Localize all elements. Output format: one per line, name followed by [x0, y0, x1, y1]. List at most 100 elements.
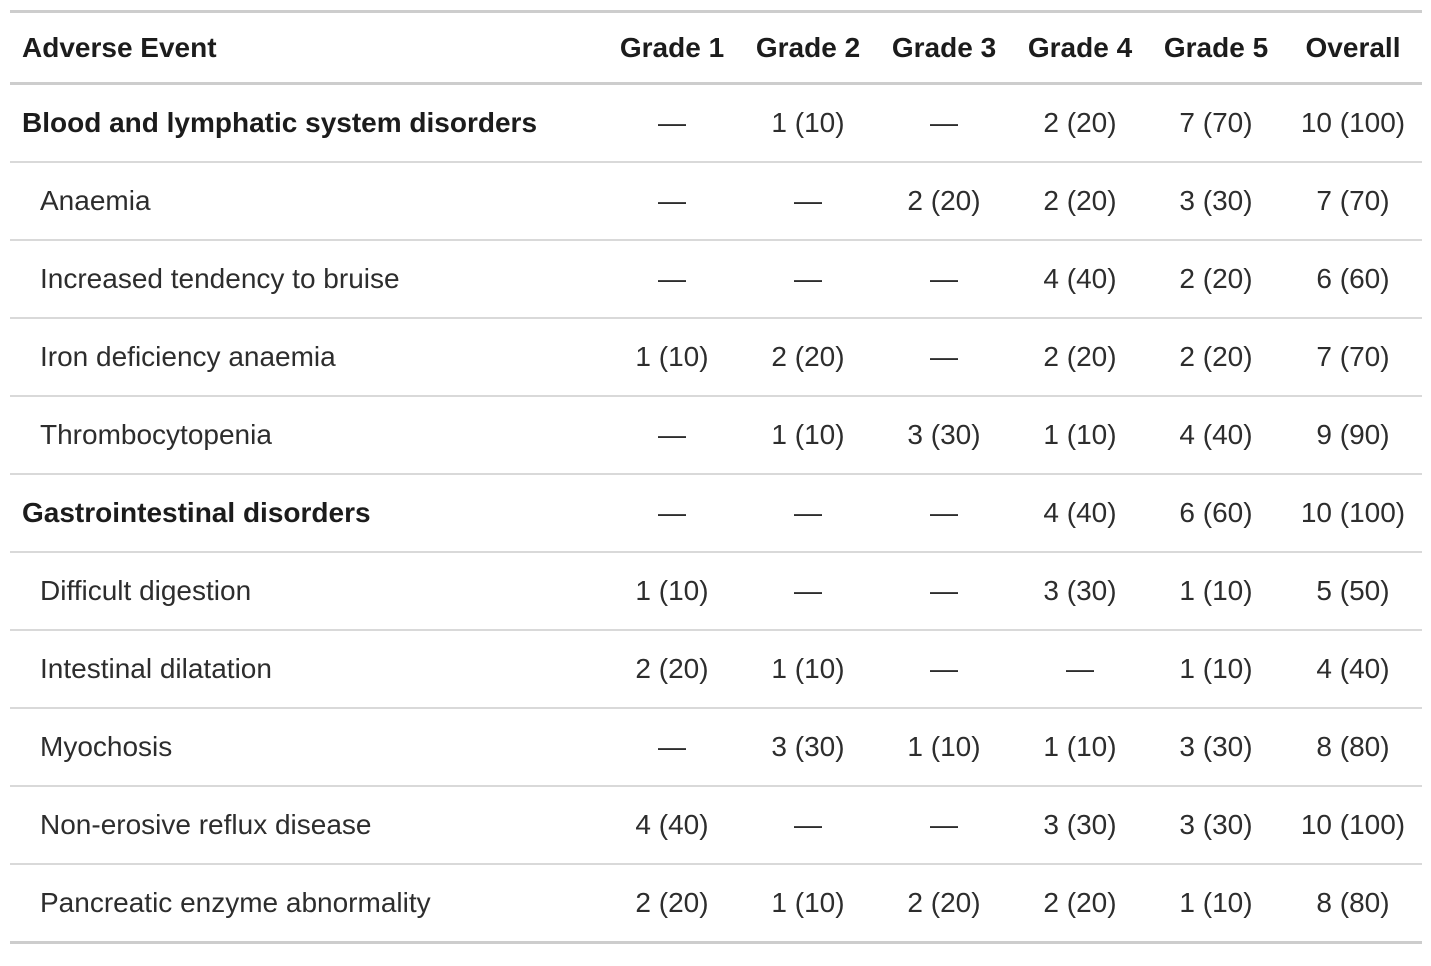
column-header-grade-1: Grade 1 [604, 11, 740, 85]
value-cell: 4 (40) [1284, 630, 1422, 709]
event-label: Increased tendency to bruise [10, 240, 604, 319]
value-cell: 9 (90) [1284, 396, 1422, 475]
value-cell: 8 (80) [1284, 864, 1422, 944]
value-cell: 2 (20) [876, 864, 1012, 944]
column-header-grade-3: Grade 3 [876, 11, 1012, 85]
value-cell: 3 (30) [1148, 162, 1284, 241]
value-cell: 5 (50) [1284, 552, 1422, 631]
value-cell: 3 (30) [1148, 786, 1284, 865]
value-cell: 10 (100) [1284, 474, 1422, 553]
value-cell: — [604, 396, 740, 475]
event-row: Non-erosive reflux disease 4 (40) — —3 (30)… [10, 786, 1422, 865]
adverse-events-table: Adverse Event Grade 1 Grade 2 Grade 3 Gr… [10, 10, 1422, 944]
category-label: Gastrointestinal disorders [10, 474, 604, 553]
adverse-events-table-container: Adverse Event Grade 1 Grade 2 Grade 3 Gr… [10, 10, 1422, 944]
event-label: Pancreatic enzyme abnormality [10, 864, 604, 944]
event-row: Anaemia — —2 (20) 2 (20) 3 (30) 7 (70) [10, 162, 1422, 241]
category-row: Blood and lymphatic system disorders —1 (… [10, 83, 1422, 163]
value-cell: — [740, 240, 876, 319]
value-cell: 1 (10) [1012, 396, 1148, 475]
value-cell: 2 (20) [1012, 162, 1148, 241]
event-label: Intestinal dilatation [10, 630, 604, 709]
value-cell: 2 (20) [1148, 240, 1284, 319]
value-cell: — [876, 240, 1012, 319]
category-row: Gastrointestinal disorders — — —4 (40) 6 (60… [10, 474, 1422, 553]
value-cell: 2 (20) [604, 630, 740, 709]
value-cell: 1 (10) [1012, 708, 1148, 787]
value-cell: 1 (10) [604, 552, 740, 631]
event-label: Thrombocytopenia [10, 396, 604, 475]
adverse-events-table-body: Blood and lymphatic system disorders —1 (… [10, 83, 1422, 944]
value-cell: 6 (60) [1148, 474, 1284, 553]
value-cell: — [740, 474, 876, 553]
value-cell: 2 (20) [604, 864, 740, 944]
value-cell: 7 (70) [1284, 318, 1422, 397]
event-row: Intestinal dilatation 2 (20) 1 (10) — —1 (10… [10, 630, 1422, 709]
category-label: Blood and lymphatic system disorders [10, 83, 604, 163]
value-cell: — [740, 162, 876, 241]
value-cell: 3 (30) [876, 396, 1012, 475]
column-header-grade-2: Grade 2 [740, 11, 876, 85]
column-header-grade-5: Grade 5 [1148, 11, 1284, 85]
value-cell: 2 (20) [1012, 864, 1148, 944]
event-row: Iron deficiency anaemia 1 (10) 2 (20) —2 (2… [10, 318, 1422, 397]
value-cell: 3 (30) [1148, 708, 1284, 787]
value-cell: 1 (10) [1148, 552, 1284, 631]
value-cell: 1 (10) [740, 396, 876, 475]
event-label: Iron deficiency anaemia [10, 318, 604, 397]
header-row: Adverse Event Grade 1 Grade 2 Grade 3 Gr… [10, 11, 1422, 85]
value-cell: 10 (100) [1284, 786, 1422, 865]
value-cell: 2 (20) [1012, 318, 1148, 397]
value-cell: — [604, 474, 740, 553]
value-cell: 2 (20) [1012, 83, 1148, 163]
value-cell: — [604, 83, 740, 163]
value-cell: 1 (10) [876, 708, 1012, 787]
event-label: Anaemia [10, 162, 604, 241]
value-cell: 7 (70) [1148, 83, 1284, 163]
event-row: Increased tendency to bruise — — —4 (40) 2 (… [10, 240, 1422, 319]
event-row: Myochosis —3 (30) 1 (10) 1 (10) 3 (30) 8 (80) [10, 708, 1422, 787]
value-cell: 3 (30) [1012, 552, 1148, 631]
value-cell: 4 (40) [1012, 240, 1148, 319]
event-label: Myochosis [10, 708, 604, 787]
value-cell: — [604, 708, 740, 787]
value-cell: — [1012, 630, 1148, 709]
value-cell: 1 (10) [740, 630, 876, 709]
event-row: Thrombocytopenia —1 (10) 3 (30) 1 (10) 4 (40… [10, 396, 1422, 475]
column-header-grade-4: Grade 4 [1012, 11, 1148, 85]
value-cell: — [876, 474, 1012, 553]
value-cell: 10 (100) [1284, 83, 1422, 163]
column-header-overall: Overall [1284, 11, 1422, 85]
value-cell: 7 (70) [1284, 162, 1422, 241]
value-cell: 1 (10) [740, 83, 876, 163]
value-cell: 4 (40) [604, 786, 740, 865]
value-cell: 1 (10) [1148, 864, 1284, 944]
value-cell: 4 (40) [1012, 474, 1148, 553]
value-cell: — [876, 318, 1012, 397]
value-cell: — [876, 83, 1012, 163]
event-label: Non-erosive reflux disease [10, 786, 604, 865]
value-cell: 1 (10) [740, 864, 876, 944]
value-cell: — [740, 786, 876, 865]
event-row: Pancreatic enzyme abnormality 2 (20) 1 (10… [10, 864, 1422, 944]
value-cell: — [740, 552, 876, 631]
value-cell: 2 (20) [1148, 318, 1284, 397]
value-cell: 3 (30) [1012, 786, 1148, 865]
value-cell: — [876, 630, 1012, 709]
column-header-adverse-event: Adverse Event [10, 11, 604, 85]
value-cell: 2 (20) [740, 318, 876, 397]
value-cell: — [604, 240, 740, 319]
value-cell: 4 (40) [1148, 396, 1284, 475]
value-cell: — [876, 786, 1012, 865]
value-cell: — [604, 162, 740, 241]
value-cell: 1 (10) [1148, 630, 1284, 709]
table-header: Adverse Event Grade 1 Grade 2 Grade 3 Gr… [10, 11, 1422, 85]
value-cell: 6 (60) [1284, 240, 1422, 319]
value-cell: — [876, 552, 1012, 631]
value-cell: 2 (20) [876, 162, 1012, 241]
value-cell: 1 (10) [604, 318, 740, 397]
event-row: Difficult digestion 1 (10) — —3 (30) 1 (10) 5… [10, 552, 1422, 631]
value-cell: 3 (30) [740, 708, 876, 787]
event-label: Difficult digestion [10, 552, 604, 631]
value-cell: 8 (80) [1284, 708, 1422, 787]
